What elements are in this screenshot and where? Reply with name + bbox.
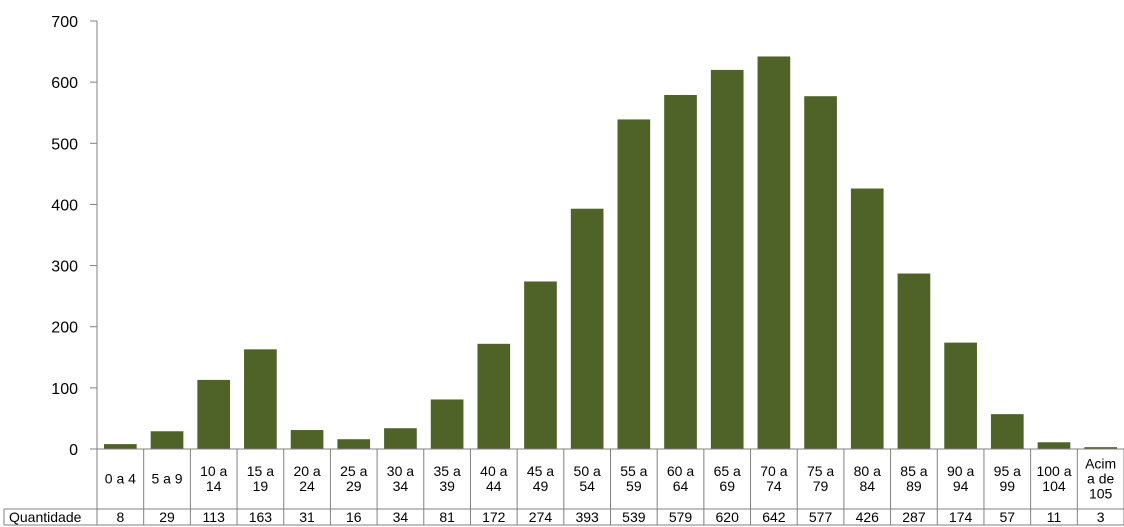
bar bbox=[757, 56, 791, 449]
x-category-label: 0 a 4 bbox=[105, 471, 136, 487]
bar bbox=[524, 281, 557, 449]
data-table: 0 a 4 5 a 9 10 a 14 15 a 19 20 a 24 25 a 29 30 a 34… bbox=[3, 448, 1124, 526]
bar bbox=[104, 444, 137, 449]
x-category-label: 5 a 9 bbox=[151, 471, 182, 487]
data-value-label: 287 bbox=[902, 509, 926, 525]
bar bbox=[897, 273, 931, 449]
bar bbox=[1084, 447, 1117, 449]
x-category-label: 30 a 34 bbox=[387, 463, 414, 494]
y-tick-label: 200 bbox=[51, 320, 78, 337]
data-value-label: 81 bbox=[439, 509, 455, 525]
data-value-label: 31 bbox=[299, 509, 315, 525]
data-value-label: 34 bbox=[393, 509, 409, 525]
data-value-label: 577 bbox=[809, 509, 833, 525]
y-tick-label: 700 bbox=[51, 14, 78, 31]
data-value-label: 163 bbox=[249, 509, 273, 525]
y-tick-label: 400 bbox=[51, 197, 78, 214]
bar bbox=[430, 399, 464, 449]
x-category-label: Acim a de 105 bbox=[1085, 456, 1116, 502]
bar bbox=[477, 343, 511, 449]
x-category-label: 35 a 39 bbox=[433, 463, 460, 494]
bar bbox=[197, 379, 231, 449]
x-category-label: 10 a 14 bbox=[200, 463, 227, 494]
data-value-label: 620 bbox=[716, 509, 740, 525]
x-category-label: 25 a 29 bbox=[340, 463, 367, 494]
bar bbox=[850, 188, 884, 449]
x-category-label: 80 a 84 bbox=[854, 463, 881, 494]
data-value-label: 539 bbox=[622, 509, 646, 525]
x-category-label: 50 a 54 bbox=[574, 463, 601, 494]
data-value-label: 579 bbox=[669, 509, 693, 525]
bar bbox=[337, 439, 371, 449]
data-value-label: 172 bbox=[482, 509, 506, 525]
bar bbox=[944, 342, 977, 449]
data-value-label: 174 bbox=[949, 509, 973, 525]
y-tick-label: 100 bbox=[51, 381, 78, 398]
bar bbox=[990, 414, 1024, 449]
data-value-label: 3 bbox=[1097, 509, 1105, 525]
data-value-label: 11 bbox=[1047, 509, 1062, 525]
x-category-label: 70 a 74 bbox=[760, 463, 787, 494]
bar bbox=[150, 431, 184, 449]
bar bbox=[570, 208, 604, 449]
data-value-label: 274 bbox=[529, 509, 553, 525]
x-category-label: 45 a 49 bbox=[527, 463, 554, 494]
bar bbox=[804, 96, 837, 449]
bar bbox=[384, 428, 417, 449]
x-category-label: 40 a 44 bbox=[480, 463, 507, 494]
y-axis: 0 100 200 300 400 500 600 700 bbox=[51, 14, 98, 459]
x-category-label: 100 a 104 bbox=[1036, 463, 1071, 494]
data-value-label: 113 bbox=[203, 509, 226, 525]
data-value-label: 57 bbox=[1000, 509, 1016, 525]
data-value-label: 393 bbox=[575, 509, 599, 525]
bar bbox=[664, 94, 697, 450]
y-tick-label: 300 bbox=[51, 259, 78, 276]
x-category-label: 60 a 64 bbox=[667, 463, 694, 494]
data-value-label: 426 bbox=[856, 509, 880, 525]
data-value-label: 29 bbox=[159, 509, 175, 525]
data-value-label: 8 bbox=[116, 509, 124, 525]
x-category-label: 85 a 89 bbox=[900, 463, 927, 494]
bar bbox=[290, 430, 324, 449]
x-category-label: 95 a 99 bbox=[994, 463, 1021, 494]
x-category-label: 75 a 79 bbox=[807, 463, 834, 494]
x-category-label: 20 a 24 bbox=[293, 463, 320, 494]
x-category-label: 15 a 19 bbox=[247, 463, 274, 494]
bar bbox=[244, 349, 277, 449]
bar bbox=[1037, 442, 1071, 449]
series-name-label: Quantidade bbox=[9, 509, 82, 525]
y-tick-label: 500 bbox=[51, 136, 78, 153]
bar bbox=[710, 69, 744, 450]
data-value-label: 642 bbox=[762, 509, 786, 525]
y-tick-label: 600 bbox=[51, 75, 78, 92]
y-tick-label: 0 bbox=[69, 442, 78, 459]
x-category-label: 55 a 59 bbox=[620, 463, 647, 494]
bars bbox=[104, 56, 1117, 450]
data-value-label: 16 bbox=[346, 509, 362, 525]
bar bbox=[617, 119, 651, 449]
x-category-label: 65 a 69 bbox=[714, 463, 741, 494]
x-category-label: 90 a 94 bbox=[947, 463, 974, 494]
